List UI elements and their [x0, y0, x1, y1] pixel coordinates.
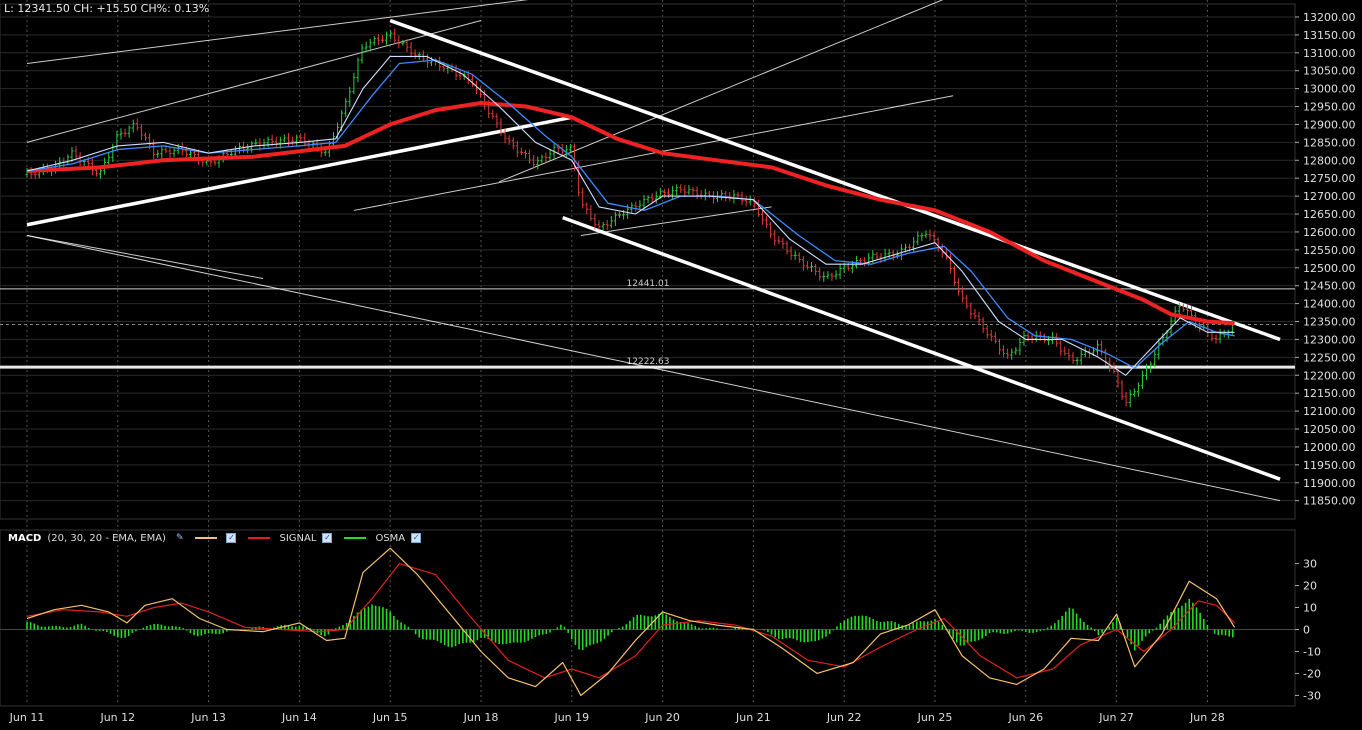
osma-visibility-checkbox[interactable]: ✓	[411, 533, 422, 543]
x-tick-label: Jun 28	[1189, 711, 1225, 724]
macd-visibility-checkbox[interactable]: ✓	[226, 533, 237, 543]
price-tick-label: 11950.00	[1303, 459, 1356, 472]
price-tick-label: 12550.00	[1303, 244, 1356, 257]
ohlc-readout: L: 12341.50 CH: +15.50 CH%: 0.13%	[4, 2, 210, 15]
trend-line	[353, 95, 954, 211]
price-tick-label: 12700.00	[1303, 190, 1356, 203]
macd-tick-label: -10	[1303, 645, 1321, 658]
macd-params: (20, 30, 20 - EMA, EMA)	[47, 532, 166, 544]
x-tick-label: Jun 11	[9, 711, 45, 724]
price-tick-label: 12150.00	[1303, 387, 1356, 400]
trend-line	[498, 0, 944, 183]
price-tick-label: 12300.00	[1303, 333, 1356, 346]
x-tick-label: Jun 19	[553, 711, 589, 724]
price-tick-label: 13050.00	[1303, 65, 1356, 78]
trend-line	[580, 206, 772, 237]
price-tick-label: 12350.00	[1303, 316, 1356, 329]
trend-line	[26, 0, 529, 65]
macd-title: MACD	[8, 532, 42, 544]
signal-label: SIGNAL	[279, 532, 317, 544]
price-tick-label: 12950.00	[1303, 101, 1356, 114]
x-tick-label: Jun 21	[735, 711, 771, 724]
trend-line	[26, 115, 573, 227]
price-tick-label: 12000.00	[1303, 441, 1356, 454]
price-tick-label: 12900.00	[1303, 118, 1356, 131]
trend-line	[26, 235, 264, 280]
x-tick-label: Jun 14	[281, 711, 317, 724]
price-tick-label: 12100.00	[1303, 405, 1356, 418]
trend-line	[562, 215, 1281, 481]
price-tick-label: 12450.00	[1303, 280, 1356, 293]
macd-legend: MACD (20, 30, 20 - EMA, EMA) ✎ ✓ SIGNAL …	[0, 530, 1303, 546]
macd-tick-label: 10	[1303, 602, 1317, 615]
x-tick-label: Jun 27	[1098, 711, 1134, 724]
price-panel-frame	[0, 3, 1296, 520]
x-tick-label: Jun 25	[917, 711, 953, 724]
settings-icon[interactable]: ✎	[175, 533, 184, 543]
price-tick-label: 12500.00	[1303, 262, 1356, 275]
moving-average-fast	[26, 55, 1235, 376]
price-tick-label: 12250.00	[1303, 351, 1356, 364]
osma-swatch	[344, 537, 367, 539]
price-tick-label: 12850.00	[1303, 136, 1356, 149]
macd-tick-label: 20	[1303, 580, 1317, 593]
signal-line	[26, 562, 1236, 679]
macd-panel-frame	[0, 529, 1296, 707]
horizontal-level-label: 12441.01	[627, 279, 670, 289]
osma-label: OSMA	[375, 532, 406, 544]
x-tick-label: Jun 20	[644, 711, 680, 724]
macd-swatch	[195, 537, 218, 539]
price-tick-label: 13150.00	[1303, 29, 1356, 42]
signal-visibility-checkbox[interactable]: ✓	[322, 533, 333, 543]
price-tick-label: 12800.00	[1303, 154, 1356, 167]
x-tick-label: Jun 15	[372, 711, 408, 724]
trend-line	[26, 235, 1281, 502]
price-tick-label: 13200.00	[1303, 11, 1356, 24]
macd-line	[26, 547, 1236, 697]
moving-average-slow	[26, 101, 1235, 326]
trend-line	[389, 18, 1281, 342]
signal-swatch	[248, 537, 271, 539]
macd-tick-label: -30	[1303, 689, 1321, 702]
price-tick-label: 12600.00	[1303, 226, 1356, 239]
price-tick-label: 12650.00	[1303, 208, 1356, 221]
price-tick-label: 11850.00	[1303, 495, 1356, 508]
macd-tick-label: 30	[1303, 558, 1317, 571]
price-tick-label: 12050.00	[1303, 423, 1356, 436]
price-tick-label: 12200.00	[1303, 369, 1356, 382]
price-tick-label: 13100.00	[1303, 47, 1356, 60]
price-tick-label: 12400.00	[1303, 298, 1356, 311]
macd-tick-label: 0	[1303, 623, 1310, 636]
x-tick-label: Jun 13	[190, 711, 226, 724]
x-tick-label: Jun 26	[1007, 711, 1043, 724]
x-tick-label: Jun 22	[826, 711, 862, 724]
price-tick-label: 12750.00	[1303, 172, 1356, 185]
x-tick-label: Jun 18	[463, 711, 499, 724]
price-tick-label: 13000.00	[1303, 83, 1356, 96]
x-tick-label: Jun 12	[99, 711, 135, 724]
trend-line	[26, 20, 482, 143]
macd-tick-label: -20	[1303, 667, 1321, 680]
horizontal-level-label: 12222.63	[627, 357, 670, 367]
price-tick-label: 11900.00	[1303, 477, 1356, 490]
